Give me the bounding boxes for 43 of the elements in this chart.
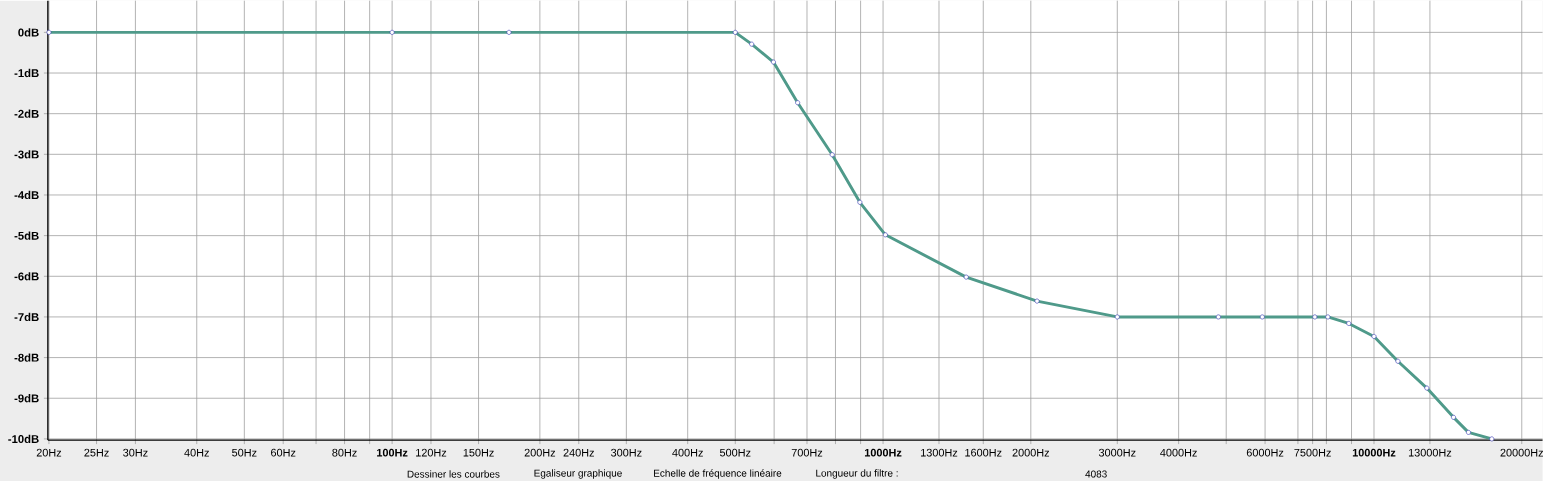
text: 4083 xyxy=(1085,470,1107,478)
x-tick-label: 10000Hz xyxy=(1352,448,1396,457)
y-tick-label: 0dB xyxy=(18,28,39,37)
x-tick-label: 1300Hz xyxy=(921,448,958,457)
x-tick-label: 150Hz xyxy=(463,448,494,457)
text: Dessiner les courbes xyxy=(407,470,500,478)
y-tick-label: -9dB xyxy=(14,394,39,403)
text: Egaliseur graphique xyxy=(534,469,622,479)
y-tick-label: -1dB xyxy=(14,68,39,78)
x-tick-label: 700Hz xyxy=(791,448,823,457)
x-tick-label: 400Hz xyxy=(672,448,703,457)
y-tick-label: -4dB xyxy=(14,190,39,200)
x-tick-label: 1600Hz xyxy=(965,448,1002,457)
x-tick-label: 2000Hz xyxy=(1012,448,1050,457)
x-tick-label: 13000Hz xyxy=(1408,448,1452,457)
x-tick-label: 240Hz xyxy=(563,448,594,457)
text: Echelle de fréquence linéaire xyxy=(654,469,782,479)
x-tick-label: 3000Hz xyxy=(1098,448,1136,457)
x-tick-label: 120Hz xyxy=(416,448,447,457)
x-tick-label: 80Hz xyxy=(332,448,357,457)
y-tick-label: -8dB xyxy=(14,353,39,362)
x-tick-label: 200Hz xyxy=(524,448,556,457)
y-tick-label: -6dB xyxy=(14,272,39,281)
x-tick-label: 25Hz xyxy=(84,448,109,457)
x-tick-label: 30Hz xyxy=(123,448,148,457)
x-tick-label: 1000Hz xyxy=(864,448,902,457)
y-tick-label: -10dB xyxy=(8,434,39,444)
x-tick-label: 60Hz xyxy=(271,448,296,457)
x-tick-label: 100Hz xyxy=(377,448,408,457)
y-tick-label: -7dB xyxy=(14,312,39,322)
x-tick-label: 50Hz xyxy=(232,448,257,457)
x-tick-label: 20000Hz xyxy=(1500,448,1544,457)
x-tick-label: 300Hz xyxy=(611,448,642,457)
x-tick-label: 4000Hz xyxy=(1160,448,1197,457)
y-tick-label: -5dB xyxy=(14,231,39,240)
x-tick-label: 20Hz xyxy=(36,448,62,457)
y-tick-label: -2dB xyxy=(14,109,39,118)
x-tick-label: 6000Hz xyxy=(1246,448,1284,457)
x-tick-label: 7500Hz xyxy=(1294,448,1331,457)
x-tick-label: 500Hz xyxy=(719,448,751,457)
x-tick-label: 40Hz xyxy=(184,448,209,457)
y-tick-label: -3dB xyxy=(14,150,39,159)
text: Longueur du filtre : xyxy=(816,469,898,479)
